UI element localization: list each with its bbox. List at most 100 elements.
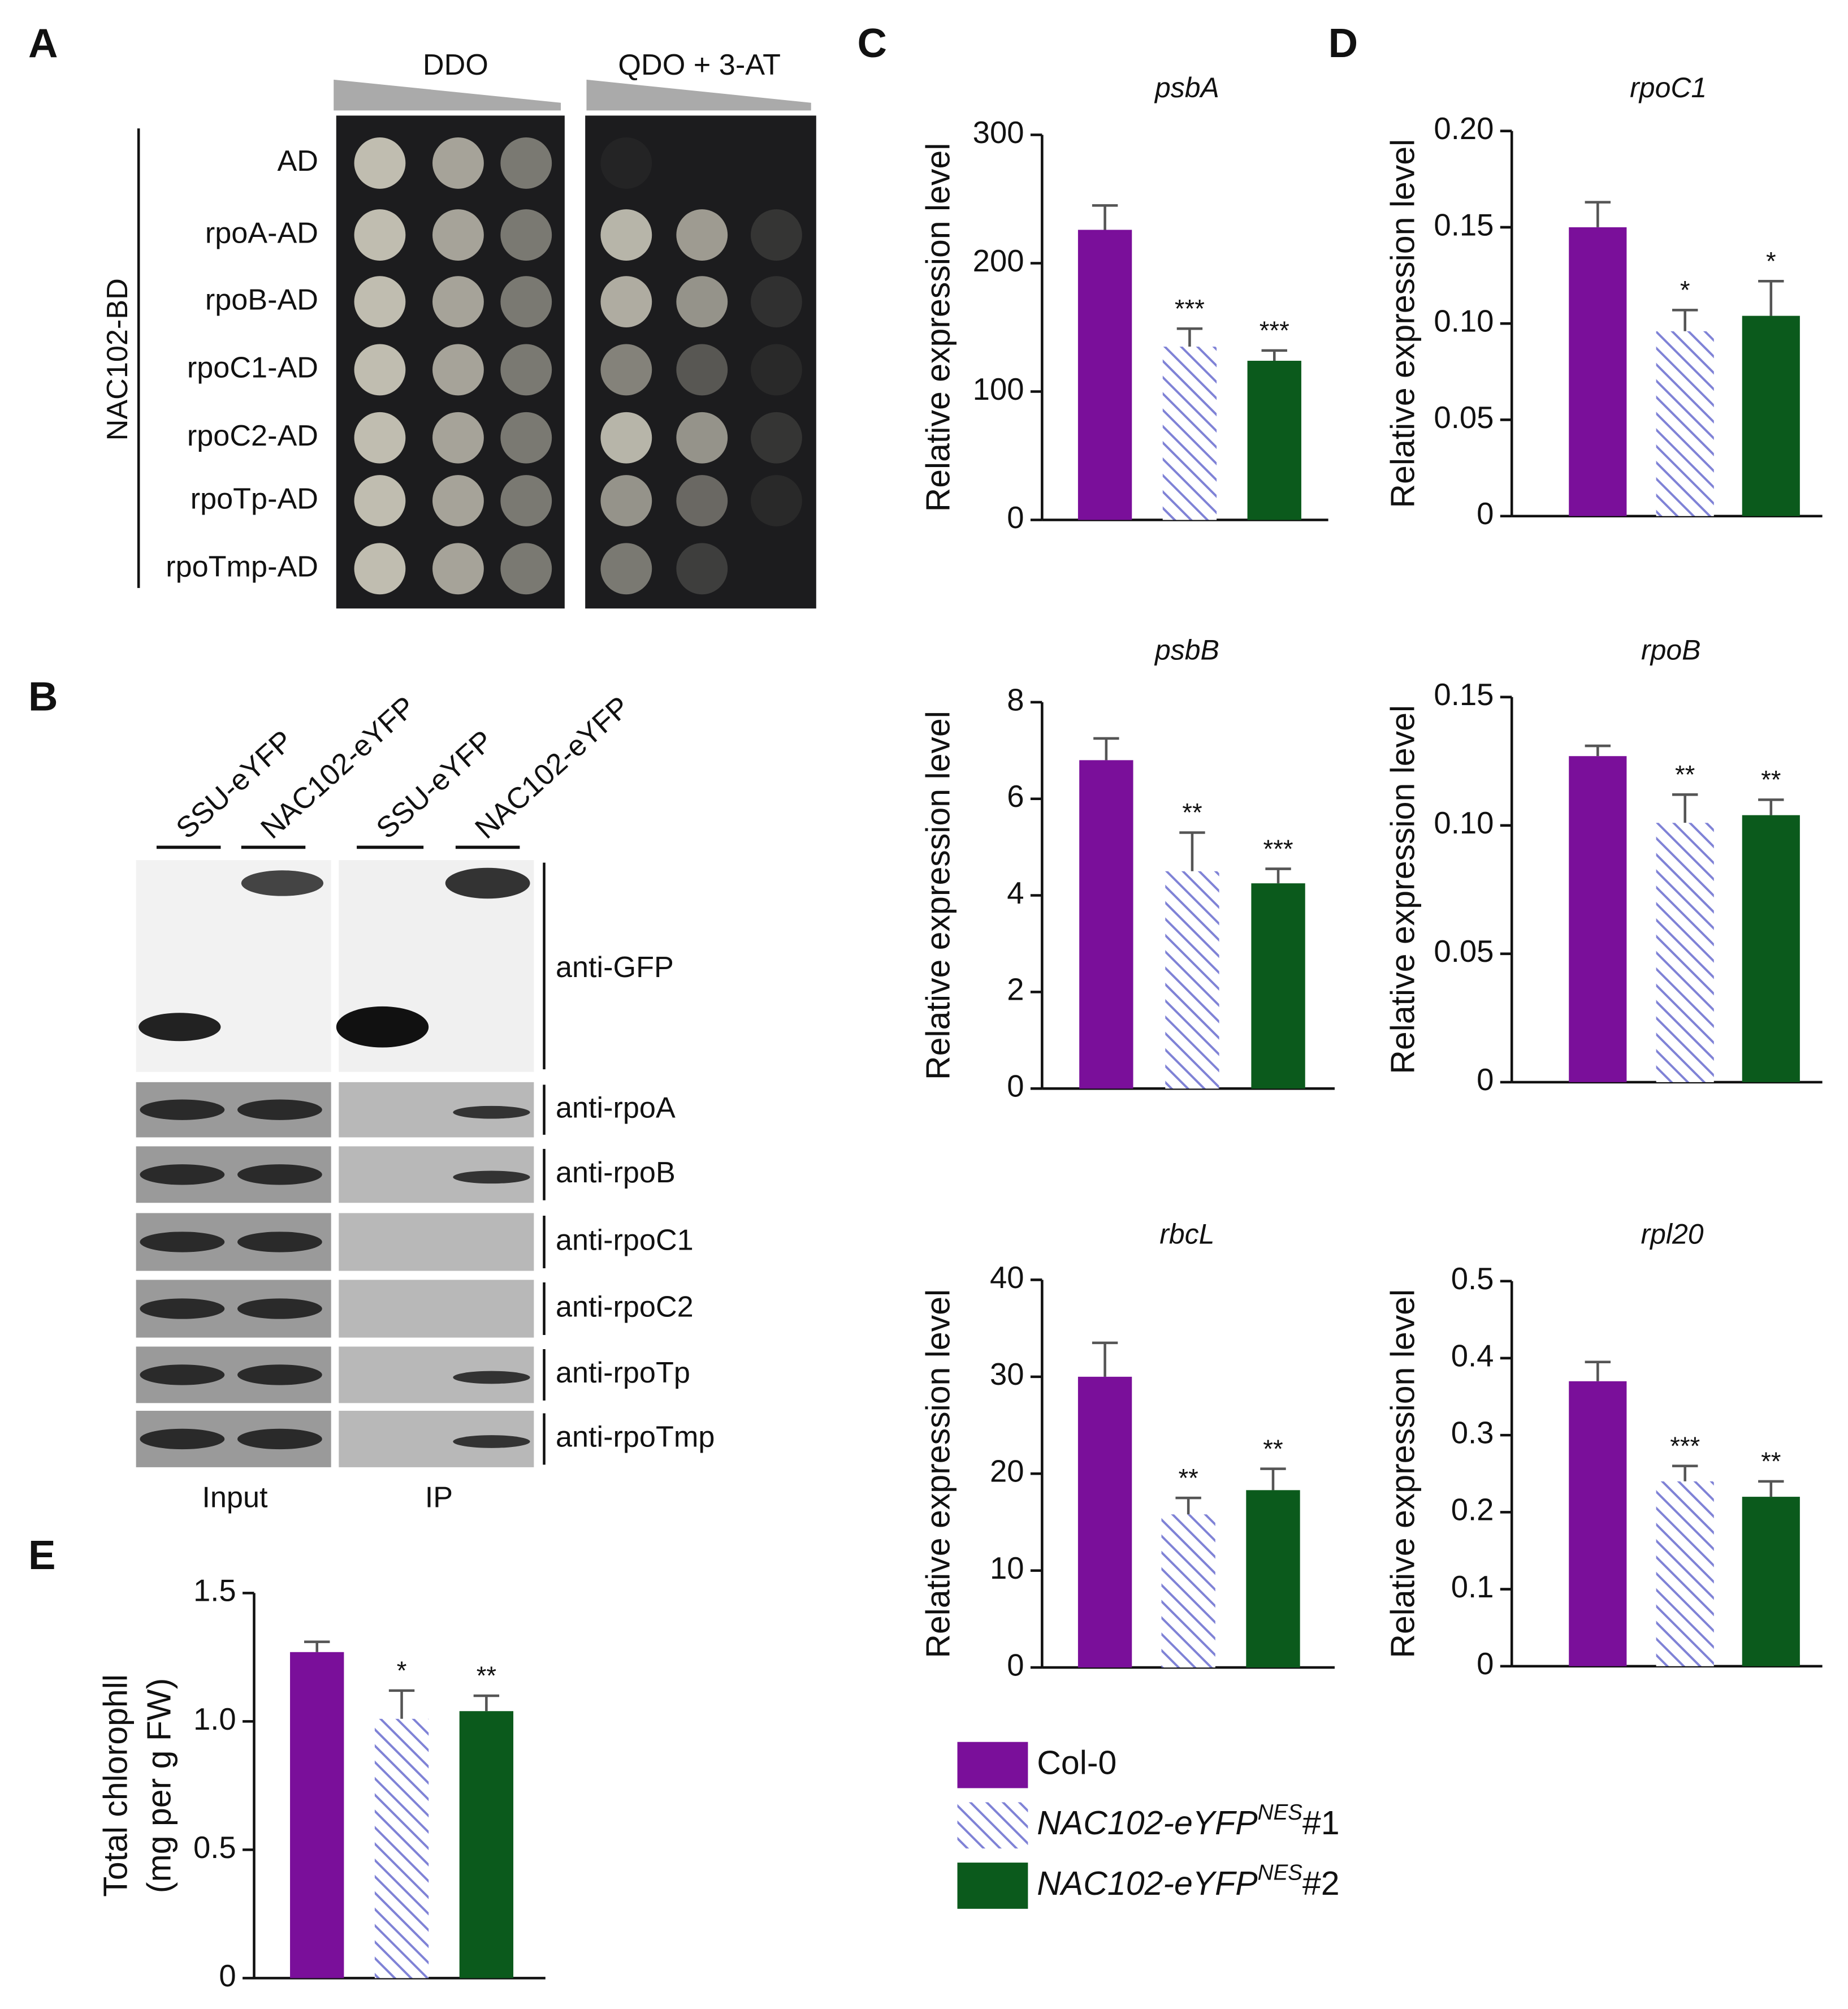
y-tick-label: 20 (990, 1454, 1024, 1489)
bar (290, 1652, 344, 1978)
colony-spot (751, 209, 802, 261)
dilution-wedge (586, 79, 811, 111)
bar (1079, 760, 1133, 1089)
band (140, 1298, 225, 1319)
chart-title: psbB (1154, 634, 1219, 666)
bar (1569, 1381, 1627, 1666)
band (140, 1099, 225, 1120)
colony-spot (600, 276, 652, 328)
y-tick-label: 0.10 (1434, 304, 1494, 339)
colony-spot (600, 412, 652, 464)
y-tick-label: 0 (1007, 500, 1024, 535)
y-tick-label: 0.2 (1451, 1493, 1494, 1527)
y-axis-label: Relative expression level (920, 1289, 957, 1658)
colony-spot (354, 209, 406, 261)
group-label: Input (202, 1481, 268, 1514)
legend-text: NAC102-eYFP (1037, 1804, 1257, 1842)
y-tick-label: 0.05 (1434, 934, 1494, 969)
y-tick-label: 0.05 (1434, 400, 1494, 435)
colony-spot (600, 137, 652, 189)
colony-spot (676, 543, 728, 595)
bar (1077, 230, 1132, 520)
band (237, 1099, 322, 1120)
panel-label: C (857, 20, 886, 66)
chart-title: rpoB (1641, 634, 1700, 666)
y-tick-label: 40 (990, 1260, 1024, 1295)
colony-spot (751, 276, 802, 328)
significance: ** (1761, 766, 1781, 794)
colony-spot (354, 344, 406, 396)
bar (1569, 227, 1627, 516)
band (140, 1164, 225, 1185)
prey-label: rpoB-AD (205, 283, 318, 316)
significance: ** (1263, 1435, 1283, 1463)
colony-spot (600, 344, 652, 396)
antibody-label: anti-rpoA (556, 1091, 676, 1124)
colony-spot (751, 412, 802, 464)
y-tick-label: 0.15 (1434, 208, 1494, 242)
chart-title: rbcL (1159, 1218, 1214, 1250)
colony-spot (600, 209, 652, 261)
y-tick-label: 300 (973, 115, 1024, 150)
colony-spot (354, 543, 406, 595)
chart-title: psbA (1154, 72, 1219, 103)
colony-spot (751, 344, 802, 396)
bar (1742, 815, 1800, 1082)
band (237, 1298, 322, 1319)
colony-spot (432, 209, 484, 261)
significance: * (1680, 276, 1690, 305)
legend-label: NAC102-eYFPNES#1 (1037, 1800, 1339, 1842)
significance: ** (477, 1661, 496, 1690)
antibody-label: anti-rpoC2 (556, 1290, 694, 1323)
band (140, 1232, 225, 1252)
y-tick-label: 1.5 (193, 1574, 236, 1608)
significance: ** (1675, 761, 1695, 789)
band (445, 867, 530, 899)
band (237, 1232, 322, 1252)
y-tick-label: 0.1 (1451, 1570, 1494, 1604)
significance: ** (1178, 1463, 1198, 1492)
y-tick-label: 0 (1477, 1062, 1494, 1097)
legend-swatch (957, 1742, 1028, 1788)
colony-spot (676, 475, 728, 526)
bar (1742, 1497, 1800, 1666)
band (453, 1371, 530, 1384)
colony-spot (354, 475, 406, 526)
bar (1161, 1514, 1215, 1668)
y-tick-label: 6 (1007, 779, 1024, 814)
y-tick-label: 2 (1007, 973, 1024, 1007)
prey-label: AD (277, 145, 318, 178)
significance: ** (1761, 1447, 1781, 1476)
bar (374, 1718, 429, 1978)
legend-text: #2 (1302, 1865, 1340, 1902)
antibody-label: anti-rpoTp (556, 1356, 690, 1389)
y-tick-label: 1.0 (193, 1702, 236, 1736)
band (336, 1006, 429, 1048)
band (237, 1164, 322, 1185)
colony-spot (432, 543, 484, 595)
colony-spot (751, 475, 802, 526)
bar (1656, 331, 1714, 516)
bar (1742, 316, 1800, 516)
significance: * (1766, 247, 1776, 275)
significance: *** (1670, 1432, 1700, 1461)
legend-text: NES (1258, 1800, 1303, 1825)
panel-label: B (28, 674, 58, 720)
bar (1656, 1481, 1714, 1666)
y-tick-label: 100 (973, 372, 1024, 407)
y-tick-label: 0.10 (1434, 806, 1494, 840)
colony-spot (432, 137, 484, 189)
y-axis-label: Relative expression level (920, 143, 957, 512)
band (237, 1364, 322, 1385)
band (237, 1428, 322, 1450)
group-label: IP (425, 1481, 453, 1514)
bait-label: NAC102-BD (101, 278, 134, 440)
colony-spot (432, 276, 484, 328)
significance: * (397, 1656, 407, 1685)
prey-label: rpoTp-AD (191, 482, 318, 515)
blot-membrane (339, 1213, 534, 1271)
colony-spot (676, 209, 728, 261)
legend-text: #1 (1302, 1804, 1340, 1842)
y-tick-label: 0.15 (1434, 677, 1494, 712)
